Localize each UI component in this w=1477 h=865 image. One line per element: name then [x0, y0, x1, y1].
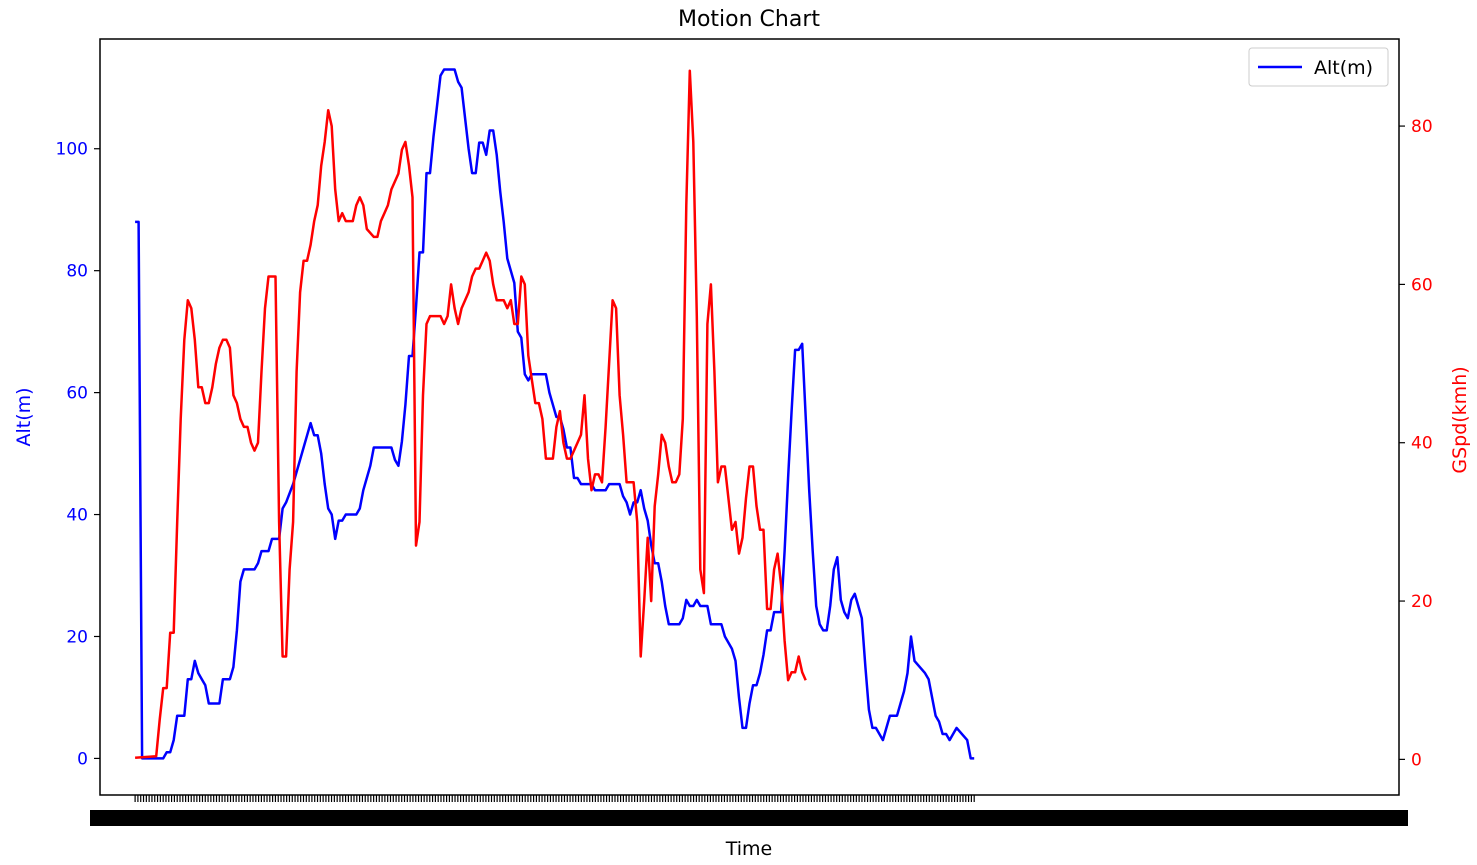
left-axis-label: Alt(m) — [13, 387, 35, 446]
right-tick-label: 0 — [1411, 750, 1422, 770]
right-tick-label: 20 — [1411, 592, 1433, 612]
series-lines — [135, 68, 975, 760]
x-tick-label-band — [90, 810, 1408, 826]
right-tick-label: 80 — [1411, 117, 1433, 137]
x-tick-marks — [134, 795, 975, 802]
legend: Alt(m) — [1248, 47, 1389, 87]
left-tick-label: 60 — [66, 384, 88, 404]
altitude-series-line — [135, 68, 975, 760]
legend-label-alt: Alt(m) — [1314, 57, 1373, 79]
x-axis-label: Time — [725, 838, 773, 860]
left-tick-label: 0 — [77, 749, 88, 769]
chart-title: Motion Chart — [678, 7, 820, 32]
right-axis-ticks: 0 20 40 60 80 — [1399, 117, 1433, 770]
x-tick-labels-overlap — [90, 810, 1408, 826]
left-tick-label: 20 — [66, 627, 88, 647]
left-axis-ticks: 0 20 40 60 80 100 — [56, 140, 100, 769]
left-tick-label: 100 — [56, 140, 88, 160]
right-tick-label: 40 — [1411, 434, 1433, 454]
left-tick-label: 40 — [66, 506, 88, 526]
right-tick-label: 60 — [1411, 275, 1433, 295]
left-tick-label: 80 — [66, 262, 88, 282]
ground-speed-series-line — [135, 69, 807, 760]
plot-frame — [99, 38, 1400, 796]
right-axis-label: GSpd(kmh) — [1449, 366, 1471, 473]
legend-box — [1248, 47, 1389, 87]
